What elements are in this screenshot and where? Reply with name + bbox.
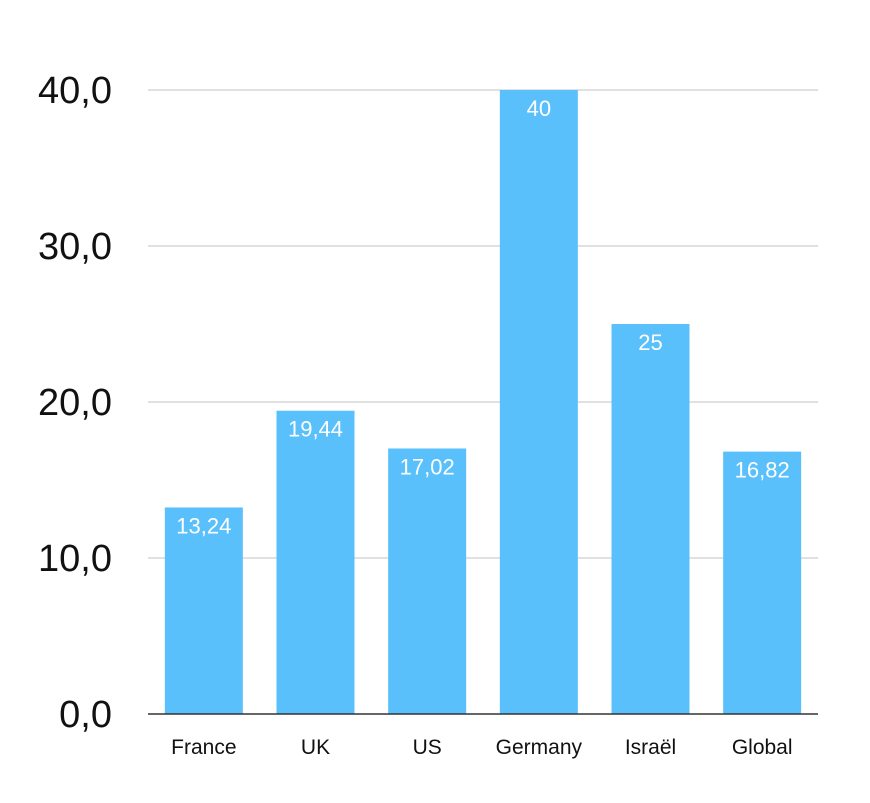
bar — [723, 451, 802, 714]
y-tick-label: 20,0 — [38, 382, 112, 424]
y-axis-ticks: 0,0 10,0 20,0 30,0 40,0 — [38, 70, 112, 736]
bar — [276, 410, 355, 714]
y-tick-label: 40,0 — [38, 70, 112, 112]
x-tick-label: Israël — [625, 736, 676, 759]
x-tick-label: UK — [301, 736, 330, 759]
bar — [611, 324, 690, 714]
bar-value-label: 19,44 — [288, 417, 343, 442]
x-tick-label: US — [413, 736, 442, 759]
bar-value-label: 17,02 — [400, 454, 455, 479]
bar-value-label: 13,24 — [176, 513, 231, 538]
bar-value-label: 25 — [638, 330, 662, 355]
y-tick-label: 0,0 — [59, 694, 112, 736]
bars — [164, 90, 802, 714]
bar-value-label: 16,82 — [735, 458, 790, 483]
x-tick-label: France — [171, 736, 236, 759]
bar-value-label: 40 — [527, 96, 551, 121]
bar — [499, 90, 578, 714]
bar — [388, 448, 467, 714]
x-tick-label: Global — [732, 736, 793, 759]
y-tick-label: 10,0 — [38, 538, 112, 580]
bar — [164, 507, 243, 714]
gridlines — [148, 89, 818, 559]
x-axis-ticks: France UK US Germany Israël Global — [171, 736, 792, 759]
bar-value-labels: 13,24 19,44 17,02 40 25 16,82 — [176, 96, 789, 538]
y-tick-label: 30,0 — [38, 226, 112, 268]
x-tick-label: Germany — [496, 736, 583, 759]
